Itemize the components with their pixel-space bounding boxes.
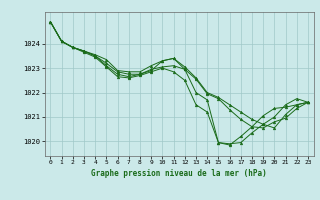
X-axis label: Graphe pression niveau de la mer (hPa): Graphe pression niveau de la mer (hPa) [91,169,267,178]
